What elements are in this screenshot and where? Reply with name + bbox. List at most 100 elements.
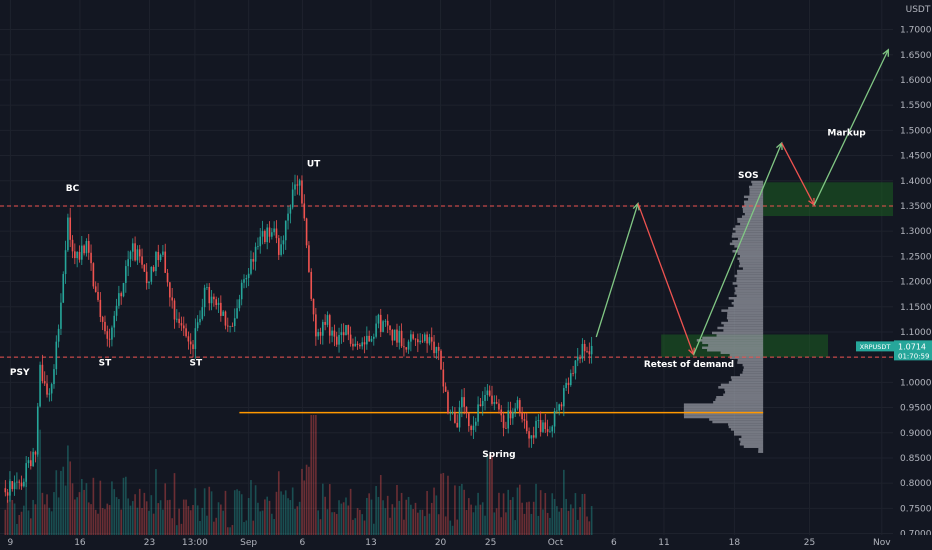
candle[interactable] <box>243 279 245 283</box>
candle[interactable] <box>426 334 428 344</box>
candle[interactable] <box>213 296 215 300</box>
candle[interactable] <box>138 249 141 257</box>
candle[interactable] <box>99 299 102 318</box>
candle[interactable] <box>78 251 81 260</box>
candle[interactable] <box>34 451 37 455</box>
candle[interactable] <box>247 273 250 279</box>
candle[interactable] <box>60 302 62 329</box>
candle[interactable] <box>301 180 303 204</box>
candle[interactable] <box>118 293 120 306</box>
candle[interactable] <box>518 400 521 413</box>
candle[interactable] <box>454 412 456 423</box>
candle[interactable] <box>187 336 190 342</box>
candle[interactable] <box>305 218 308 246</box>
candle[interactable] <box>414 338 417 340</box>
candle[interactable] <box>275 228 278 239</box>
candle[interactable] <box>567 382 570 386</box>
candle[interactable] <box>525 420 528 432</box>
candle[interactable] <box>579 356 581 359</box>
candle[interactable] <box>83 245 85 254</box>
candle[interactable] <box>498 403 500 410</box>
candle[interactable] <box>111 327 113 340</box>
candle[interactable] <box>421 340 424 342</box>
candle[interactable] <box>523 419 526 421</box>
candle[interactable] <box>122 282 125 297</box>
candle[interactable] <box>437 346 440 351</box>
candle[interactable] <box>298 180 301 186</box>
candle[interactable] <box>196 322 199 329</box>
candle[interactable] <box>461 397 463 408</box>
candle[interactable] <box>127 259 129 267</box>
candle[interactable] <box>407 341 410 350</box>
candle[interactable] <box>189 341 192 345</box>
candle[interactable] <box>512 412 514 419</box>
candle[interactable] <box>194 328 197 350</box>
candle[interactable] <box>289 207 292 214</box>
candle[interactable] <box>240 282 243 300</box>
candle[interactable] <box>442 369 445 387</box>
candle[interactable] <box>41 364 44 382</box>
candle[interactable] <box>115 305 118 316</box>
candle[interactable] <box>271 232 273 237</box>
candle[interactable] <box>379 314 382 332</box>
candle[interactable] <box>67 217 69 251</box>
candle[interactable] <box>4 488 7 493</box>
candle[interactable] <box>113 315 116 328</box>
candle[interactable] <box>435 346 438 354</box>
candle[interactable] <box>505 427 507 429</box>
candle[interactable] <box>101 317 104 322</box>
candle[interactable] <box>296 184 299 186</box>
candle[interactable] <box>412 334 415 339</box>
candle[interactable] <box>264 230 266 243</box>
candle[interactable] <box>159 254 162 261</box>
candle[interactable] <box>180 323 183 326</box>
candle[interactable] <box>166 272 169 283</box>
candle[interactable] <box>417 339 419 343</box>
candle[interactable] <box>502 415 505 428</box>
candle[interactable] <box>326 315 329 325</box>
candle[interactable] <box>259 236 262 247</box>
candle[interactable] <box>419 340 421 343</box>
candle[interactable] <box>463 397 465 407</box>
candle[interactable] <box>532 435 535 438</box>
candle[interactable] <box>521 412 523 420</box>
time-axis[interactable]: 9 16 23 13:00 Sep 6 13 20 25 Oct 6 11 18 25 Nov <box>0 535 932 550</box>
candle[interactable] <box>9 481 11 496</box>
candle[interactable] <box>129 251 132 260</box>
candle[interactable] <box>352 343 354 347</box>
candle[interactable] <box>386 320 389 326</box>
candle[interactable] <box>361 342 364 347</box>
candle[interactable] <box>391 329 394 341</box>
candle[interactable] <box>87 241 90 253</box>
candle[interactable] <box>544 422 547 430</box>
candle[interactable] <box>238 299 241 309</box>
candle[interactable] <box>312 298 315 315</box>
candle[interactable] <box>410 334 412 342</box>
candle[interactable] <box>537 420 540 421</box>
candle[interactable] <box>150 266 153 282</box>
candle[interactable] <box>558 404 561 411</box>
candle[interactable] <box>62 274 65 303</box>
candle[interactable] <box>542 422 544 432</box>
candle[interactable] <box>322 321 324 336</box>
candle[interactable] <box>507 410 510 429</box>
candle[interactable] <box>203 287 206 308</box>
candle[interactable] <box>226 325 229 327</box>
candle[interactable] <box>64 250 67 275</box>
candle[interactable] <box>340 332 343 336</box>
candle[interactable] <box>266 227 269 243</box>
candle[interactable] <box>451 412 454 414</box>
candle[interactable] <box>303 203 306 219</box>
candle[interactable] <box>141 256 143 265</box>
candle[interactable] <box>48 393 51 395</box>
candle[interactable] <box>97 292 99 300</box>
candle[interactable] <box>136 249 139 261</box>
candle[interactable] <box>572 373 574 374</box>
candle[interactable] <box>268 227 271 237</box>
candle[interactable] <box>106 331 109 339</box>
candle[interactable] <box>328 315 331 336</box>
candle[interactable] <box>586 351 588 352</box>
candle[interactable] <box>220 302 222 316</box>
candle[interactable] <box>335 336 338 345</box>
